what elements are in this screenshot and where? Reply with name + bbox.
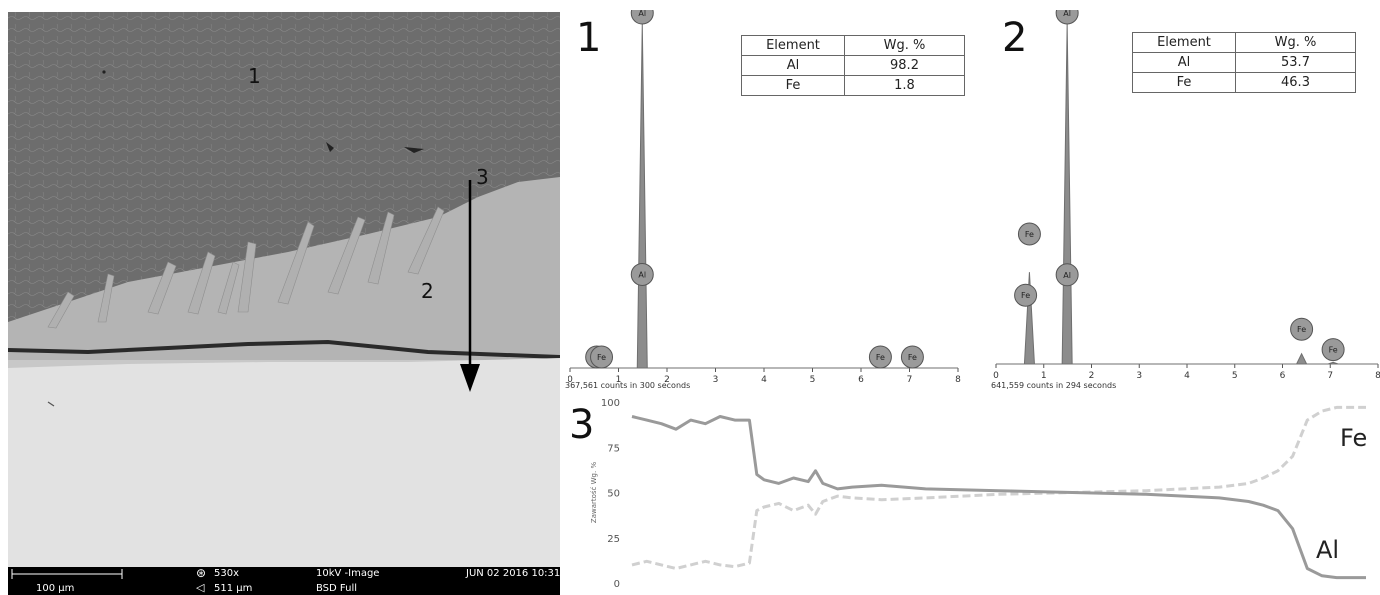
sem-micrograph — [8, 12, 560, 595]
spectrum-tick-label: 6 — [1280, 371, 1286, 381]
detector-label: BSD Full — [316, 583, 358, 594]
peak-marker-label: Fe — [1021, 291, 1030, 300]
legend-fe: Fe — [1340, 424, 1368, 452]
spectrum-tick-label: 0 — [568, 375, 573, 385]
legend-al: Al — [1316, 536, 1340, 564]
table-row: Fe 1.8 — [741, 75, 965, 96]
spectrum-tick-label: 8 — [955, 375, 961, 385]
y-tick-label: 25 — [607, 534, 620, 545]
spectrum-tick-label: 5 — [1232, 371, 1238, 381]
magnifier-icon: ⊛ — [196, 566, 207, 580]
peak-marker-label: Fe — [597, 353, 606, 362]
peak-marker — [868, 345, 892, 369]
peak-marker-label: Al — [638, 10, 646, 18]
spectrum-tick-label: 5 — [810, 375, 816, 385]
y-tick-label: 50 — [607, 489, 620, 500]
peak-marker-label: Fe — [876, 353, 885, 362]
spectrum-tick-label: 3 — [1136, 371, 1142, 381]
composition-table-2: Element Wg. % Al 53.7 Fe 46.3 — [1132, 32, 1356, 93]
table-cell: Al — [741, 55, 845, 76]
spectrum-tick-label: 8 — [1375, 371, 1380, 381]
spectrum-tick-label: 1 — [616, 375, 622, 385]
spectrum-tick-label: 7 — [1327, 371, 1333, 381]
table-header-cell: Element — [741, 35, 845, 56]
table-header-cell: Element — [1132, 32, 1236, 53]
spectrum-tick-label: 4 — [1184, 371, 1190, 381]
field-width-label: 511 µm — [214, 583, 253, 594]
y-tick-label: 0 — [614, 579, 620, 590]
panel-label-2: 2 — [1002, 15, 1028, 61]
line-scan-chart: 0 25 50 75 100 Zawartość Wg. % — [590, 398, 1366, 590]
table-cell: Al — [1132, 52, 1236, 73]
spectrum-1-caption: 367,561 counts in 300 seconds — [565, 381, 691, 390]
table-header-cell: Wg. % — [844, 35, 965, 56]
table-row: Al 53.7 — [1132, 52, 1356, 73]
al-series-line — [631, 415, 1366, 580]
fe-series-line — [631, 405, 1366, 570]
table-row: Fe 46.3 — [1132, 72, 1356, 93]
spectrum-2-caption: 641,559 counts in 294 seconds — [991, 381, 1117, 390]
y-axis-label: Zawartość Wg. % — [590, 462, 598, 524]
peak-marker — [630, 262, 654, 286]
sem-region-label-2: 2 — [421, 279, 434, 303]
table-cell: 46.3 — [1235, 72, 1356, 93]
table-cell: Fe — [1132, 72, 1236, 93]
peak-marker — [1321, 338, 1345, 362]
peak-marker — [1017, 222, 1041, 246]
panel-label-1: 1 — [576, 15, 602, 61]
peak-marker-label: Al — [1063, 271, 1071, 280]
peak-marker — [900, 345, 924, 369]
composition-table-1: Element Wg. % Al 98.2 Fe 1.8 — [741, 35, 965, 96]
table-cell: 1.8 — [844, 75, 965, 96]
y-tick-label: 75 — [607, 443, 620, 454]
peak-marker-label: Fe — [1025, 230, 1034, 239]
spectrum-tick-label: 1 — [1041, 371, 1047, 381]
y-tick-label: 100 — [601, 398, 620, 409]
scale-bar-label: 100 µm — [36, 583, 75, 594]
spectrum-tick-label: 3 — [713, 375, 719, 385]
sem-region-label-1: 1 — [248, 64, 261, 88]
sem-region-label-3: 3 — [476, 165, 489, 189]
table-row: Al 98.2 — [741, 55, 965, 76]
spectrum-tick-label: 2 — [664, 375, 670, 385]
peak-marker — [590, 345, 614, 369]
peak-marker-label: Fe — [1329, 346, 1338, 355]
table-cell: Fe — [741, 75, 845, 96]
spectrum-tick-label: 6 — [858, 375, 864, 385]
peak-marker — [1055, 10, 1079, 25]
peak-marker — [1055, 263, 1079, 287]
magnification-label: 530x — [214, 568, 240, 579]
table-cell: 98.2 — [844, 55, 965, 76]
peak-marker-label: Al — [638, 270, 646, 279]
panel-label-3: 3 — [569, 402, 595, 448]
table-header-row: Element Wg. % — [1132, 32, 1356, 53]
spectrum-tick-label: 2 — [1089, 371, 1095, 381]
table-cell: 53.7 — [1235, 52, 1356, 73]
peak-marker — [630, 10, 654, 25]
peak-marker — [1014, 283, 1038, 307]
peak-marker-label: Al — [1063, 10, 1071, 18]
spectrum-tick-label: 4 — [761, 375, 767, 385]
table-header-row: Element Wg. % — [741, 35, 965, 56]
spectrum-tick-label: 7 — [907, 375, 913, 385]
mode-label: 10kV -Image — [316, 568, 380, 579]
field-width-icon: ◁ — [196, 581, 205, 594]
table-header-cell: Wg. % — [1235, 32, 1356, 53]
spectrum-tick-label: 0 — [993, 371, 999, 381]
peak-marker-label: Fe — [908, 353, 917, 362]
peak-marker-label: Fe — [1297, 325, 1306, 334]
peak-marker — [1290, 317, 1314, 341]
date-label: JUN 02 2016 10:31 — [466, 568, 561, 579]
